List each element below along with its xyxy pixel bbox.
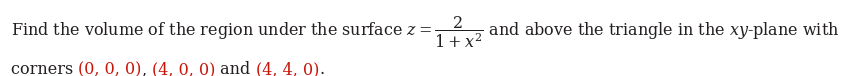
Text: (4, 4, 0): (4, 4, 0) [255, 61, 319, 76]
Text: and: and [215, 61, 255, 76]
Text: .: . [319, 61, 325, 76]
Text: Find the volume of the region under the surface $z = \dfrac{2}{1+x^2}$ and above: Find the volume of the region under the … [11, 14, 840, 50]
Text: ,: , [142, 61, 152, 76]
Text: (0, 0, 0): (0, 0, 0) [78, 61, 142, 76]
Text: corners: corners [11, 61, 78, 76]
Text: (4, 0, 0): (4, 0, 0) [152, 61, 215, 76]
